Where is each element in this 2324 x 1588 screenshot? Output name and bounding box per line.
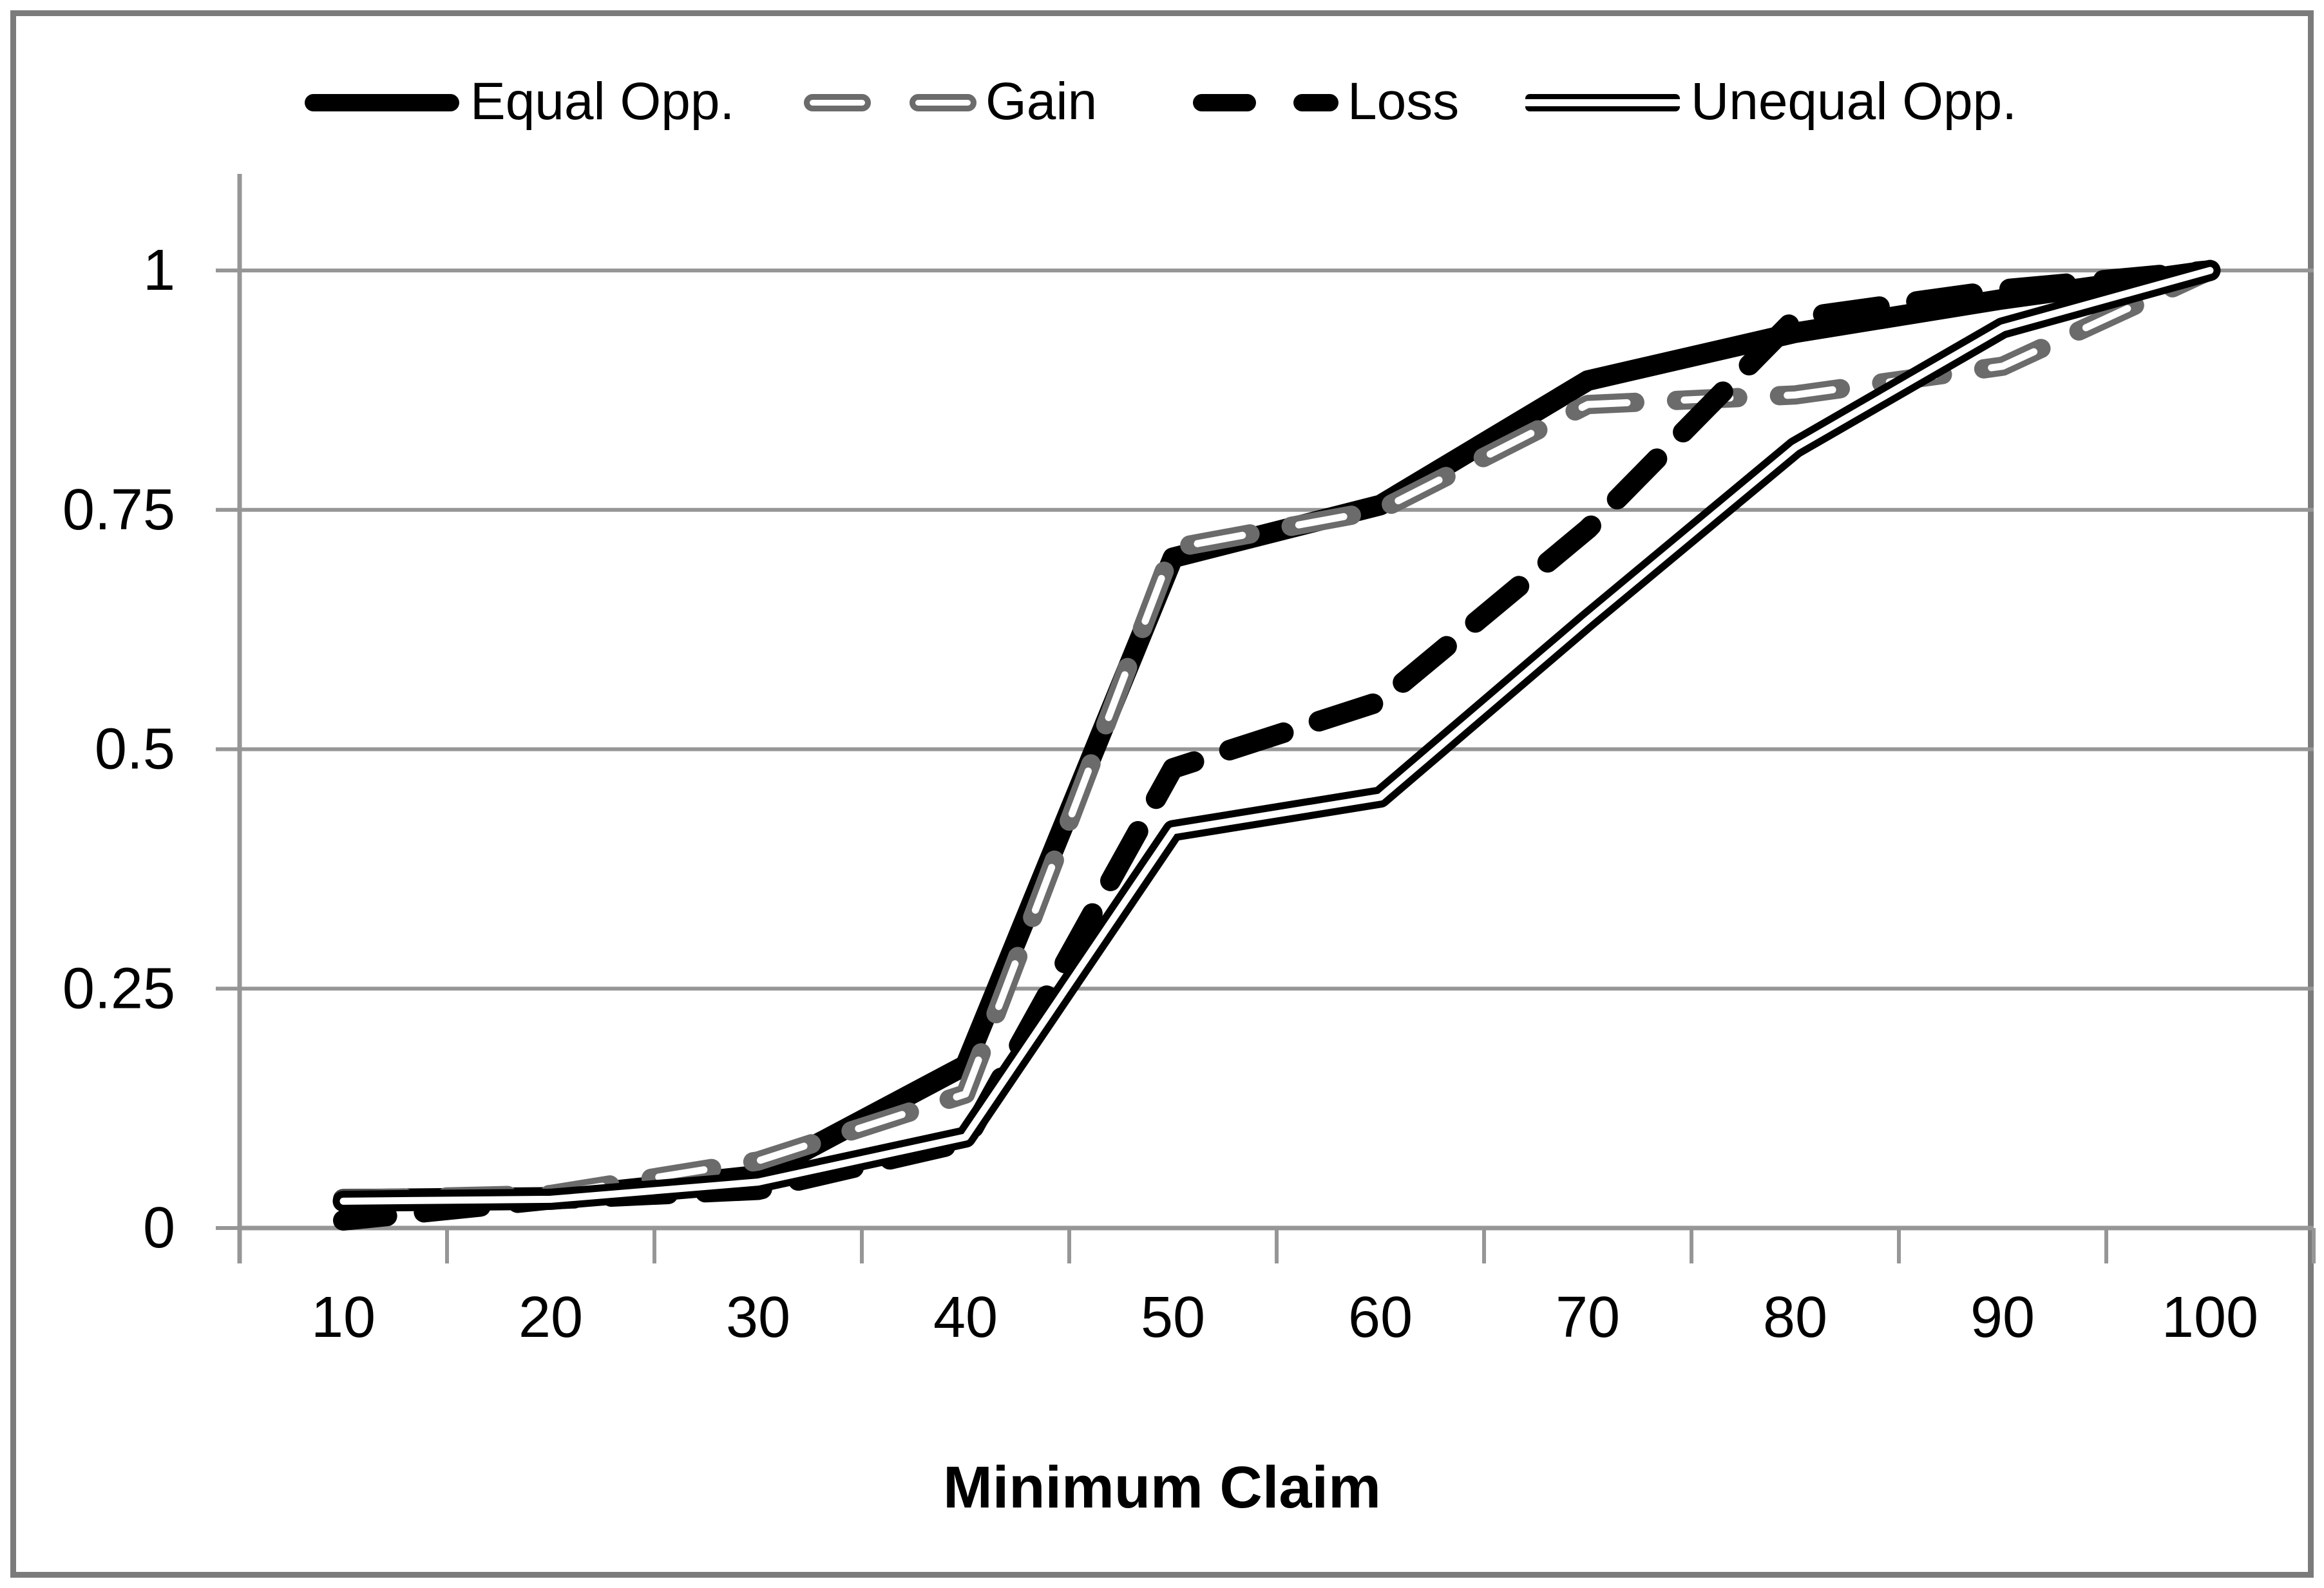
x-tick-label-70: 70 <box>1556 1285 1620 1350</box>
x-tick-label-100: 100 <box>2162 1285 2258 1350</box>
series-unequal-opp-inner <box>339 267 2214 1205</box>
x-tick-label-20: 20 <box>519 1285 583 1350</box>
legend-label-loss: Loss <box>1348 72 1460 131</box>
y-tick-label-1: 1 <box>143 238 175 303</box>
legend-label-gain: Gain <box>986 72 1098 131</box>
x-tick-label-90: 90 <box>1970 1285 2035 1350</box>
legend-marker-loss <box>1193 94 1256 111</box>
y-tick-label-0.75: 0.75 <box>62 478 175 542</box>
legend-label-equal-opp: Equal Opp. <box>470 72 735 131</box>
legend-marker-unequal-opp <box>1525 94 1680 111</box>
x-tick-label-40: 40 <box>933 1285 998 1350</box>
x-axis-title: Minimum Claim <box>943 1455 1381 1520</box>
legend-marker-gain-2 <box>910 94 976 111</box>
y-tick-label-0.5: 0.5 <box>95 717 175 782</box>
x-tick-label-30: 30 <box>726 1285 790 1350</box>
figure-border <box>10 10 2314 1578</box>
legend-marker-loss-2 <box>1293 94 1338 111</box>
x-tick-label-50: 50 <box>1141 1285 1205 1350</box>
series-loss <box>333 260 2220 1231</box>
legend-label-unequal-opp: Unequal Opp. <box>1691 72 2017 131</box>
legend-marker-equal-opp <box>305 94 459 111</box>
x-tick-label-80: 80 <box>1763 1285 1827 1350</box>
x-tick-label-60: 60 <box>1348 1285 1413 1350</box>
y-tick-label-0: 0 <box>143 1196 175 1260</box>
x-tick-label-10: 10 <box>311 1285 376 1350</box>
legend-marker-gain <box>804 94 871 111</box>
y-tick-label-0.25: 0.25 <box>62 956 175 1021</box>
